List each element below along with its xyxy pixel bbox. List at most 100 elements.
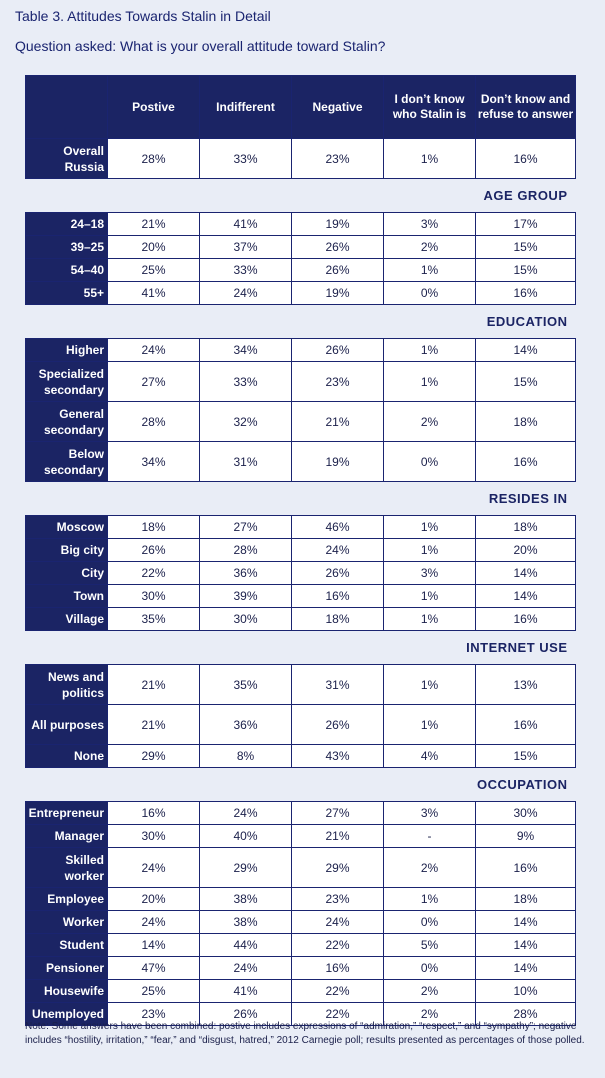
value-cell: 2% — [383, 235, 476, 259]
value-cell: 0% — [383, 956, 476, 980]
value-cell: 47% — [107, 956, 200, 980]
value-cell: 26% — [107, 538, 200, 562]
row-label: General secondary — [25, 401, 108, 442]
value-cell: 26% — [291, 704, 384, 745]
header-row: Postive Indifferent Negative I don’t kno… — [25, 75, 576, 139]
footnote: Note: Some answers have been combined: p… — [25, 1021, 585, 1046]
value-cell: 27% — [107, 361, 200, 402]
value-cell: 24% — [291, 538, 384, 562]
value-cell: 34% — [107, 441, 200, 482]
value-cell: 23% — [291, 887, 384, 911]
value-cell: 35% — [107, 607, 200, 631]
value-cell: 25% — [107, 979, 200, 1003]
row-label: Specialized secondary — [25, 361, 108, 402]
table-row: All purposes 21% 36% 26% 1% 16% — [25, 704, 576, 745]
value-cell: 41% — [107, 281, 200, 305]
table-row: 39–25 20% 37% 26% 2% 15% — [25, 235, 576, 259]
section-row: AGE GROUP — [25, 178, 576, 213]
value-cell: 27% — [291, 801, 384, 825]
value-cell: 14% — [475, 584, 576, 608]
value-cell: 30% — [107, 824, 200, 848]
value-cell: 0% — [383, 910, 476, 934]
value-cell: 2% — [383, 401, 476, 442]
value-cell: 24% — [199, 801, 292, 825]
value-cell: 28% — [107, 401, 200, 442]
row-label: 54–40 — [25, 258, 108, 282]
section-heading: EDUCATION — [25, 304, 576, 339]
table-row: Higher 24% 34% 26% 1% 14% — [25, 338, 576, 362]
section-row: RESIDES IN — [25, 481, 576, 516]
question-text: Question asked: What is your overall att… — [15, 38, 386, 54]
value-cell: 1% — [383, 664, 476, 705]
row-label: Moscow — [25, 515, 108, 539]
value-cell: 26% — [291, 338, 384, 362]
value-cell: 0% — [383, 441, 476, 482]
row-label: None — [25, 744, 108, 768]
value-cell: 30% — [107, 584, 200, 608]
row-label: Higher — [25, 338, 108, 362]
value-cell: 24% — [291, 910, 384, 934]
value-cell: 22% — [291, 1002, 384, 1026]
row-label: Housewife — [25, 979, 108, 1003]
section-heading: AGE GROUP — [25, 178, 576, 213]
value-cell: 31% — [199, 441, 292, 482]
value-cell: 18% — [475, 887, 576, 911]
value-cell: 1% — [383, 607, 476, 631]
value-cell: 1% — [383, 887, 476, 911]
column-header: Postive — [107, 75, 200, 139]
value-cell: 3% — [383, 801, 476, 825]
row-label: Manager — [25, 824, 108, 848]
value-cell: 20% — [107, 235, 200, 259]
value-cell: 29% — [291, 847, 384, 888]
row-label: Below secondary — [25, 441, 108, 482]
value-cell: 15% — [475, 258, 576, 282]
value-cell: 23% — [291, 138, 384, 179]
table-row: Worker 24% 38% 24% 0% 14% — [25, 910, 576, 934]
row-label: Unemployed — [25, 1002, 108, 1026]
value-cell: 23% — [291, 361, 384, 402]
value-cell: 26% — [291, 258, 384, 282]
value-cell: 9% — [475, 824, 576, 848]
value-cell: 21% — [291, 401, 384, 442]
value-cell: 21% — [107, 212, 200, 236]
row-label: Entrepreneur — [25, 801, 108, 825]
value-cell: 15% — [475, 235, 576, 259]
row-label: Town — [25, 584, 108, 608]
value-cell: 1% — [383, 538, 476, 562]
table-row: News and politics 21% 35% 31% 1% 13% — [25, 664, 576, 705]
value-cell: 23% — [107, 1002, 200, 1026]
value-cell: 28% — [475, 1002, 576, 1026]
value-cell: 2% — [383, 1002, 476, 1026]
row-label: Employee — [25, 887, 108, 911]
value-cell: 32% — [199, 401, 292, 442]
value-cell: 2% — [383, 979, 476, 1003]
row-label: Skilled worker — [25, 847, 108, 888]
row-label: Big city — [25, 538, 108, 562]
value-cell: 16% — [475, 607, 576, 631]
value-cell: 19% — [291, 441, 384, 482]
value-cell: 16% — [475, 138, 576, 179]
value-cell: 21% — [107, 704, 200, 745]
value-cell: 35% — [199, 664, 292, 705]
table-row: Overall Russia 28% 33% 23% 1% 16% — [25, 138, 576, 179]
table-row: 54–40 25% 33% 26% 1% 15% — [25, 258, 576, 282]
value-cell: 14% — [475, 561, 576, 585]
value-cell: 16% — [475, 847, 576, 888]
value-cell: 15% — [475, 361, 576, 402]
column-header: I don’t know who Stalin is — [383, 75, 476, 139]
section-row: INTERNET USE — [25, 630, 576, 665]
table-row: Housewife 25% 41% 22% 2% 10% — [25, 979, 576, 1003]
column-header: Negative — [291, 75, 384, 139]
value-cell: 27% — [199, 515, 292, 539]
row-label: All purposes — [25, 704, 108, 745]
table-row: General secondary 28% 32% 21% 2% 18% — [25, 401, 576, 442]
value-cell: 39% — [199, 584, 292, 608]
value-cell: 17% — [475, 212, 576, 236]
table-row: Specialized secondary 27% 33% 23% 1% 15% — [25, 361, 576, 402]
value-cell: 15% — [475, 744, 576, 768]
value-cell: 4% — [383, 744, 476, 768]
table-row: Skilled worker 24% 29% 29% 2% 16% — [25, 847, 576, 888]
table-row: Moscow 18% 27% 46% 1% 18% — [25, 515, 576, 539]
value-cell: 18% — [475, 401, 576, 442]
value-cell: 8% — [199, 744, 292, 768]
